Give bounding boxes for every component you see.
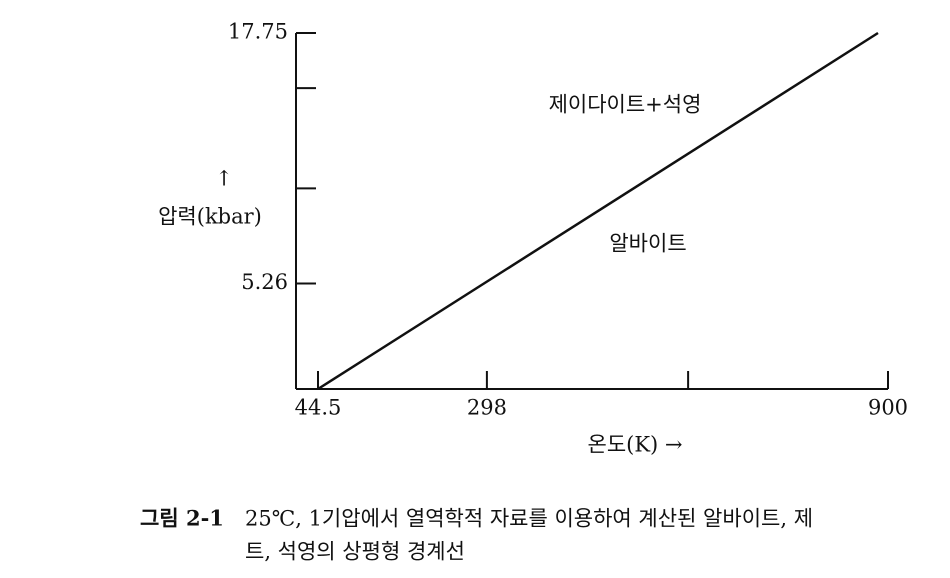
caption-line: 트, 석영의 상평형 경계선 xyxy=(245,540,465,564)
x-tick-label: 900 xyxy=(868,396,908,420)
x-tick-label: 298 xyxy=(467,396,507,420)
y-tick-label: 5.26 xyxy=(241,270,288,294)
y-axis-arrow: ↑ xyxy=(215,167,233,191)
x-tick-label: 44.5 xyxy=(295,396,342,420)
caption-line: 25℃, 1기압에서 열역학적 자료를 이용하여 계산된 알바이트, 제 xyxy=(245,507,813,531)
y-axis-label: 압력(kbar) xyxy=(158,205,262,229)
boundary-line xyxy=(317,31,879,391)
x-axis-label: 온도(K) → xyxy=(588,433,683,457)
region-label: 알바이트 xyxy=(609,232,686,256)
region-label: 제이다이트+석영 xyxy=(549,93,702,117)
y-tick-label: 17.75 xyxy=(228,20,288,44)
caption-label: 그림 2-1 xyxy=(140,506,224,531)
